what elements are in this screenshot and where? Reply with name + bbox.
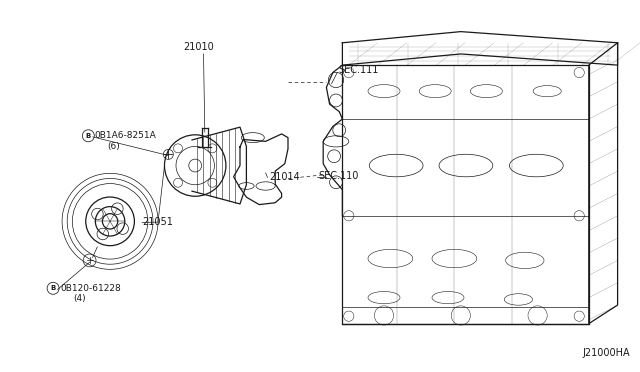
Text: 0B120-61228: 0B120-61228 [60, 284, 121, 293]
Text: (6): (6) [108, 142, 120, 151]
Text: 21051: 21051 [143, 218, 173, 227]
Text: SEC.111: SEC.111 [338, 65, 378, 75]
Text: J21000HA: J21000HA [583, 349, 630, 358]
Text: 21010: 21010 [183, 42, 214, 51]
Circle shape [47, 282, 59, 294]
Text: (4): (4) [73, 294, 86, 303]
Text: SEC.110: SEC.110 [319, 171, 359, 180]
Circle shape [83, 130, 94, 142]
Text: 0B1A6-8251A: 0B1A6-8251A [95, 131, 156, 140]
Text: B: B [51, 285, 56, 291]
Text: 21014: 21014 [269, 173, 300, 182]
Text: B: B [86, 133, 91, 139]
